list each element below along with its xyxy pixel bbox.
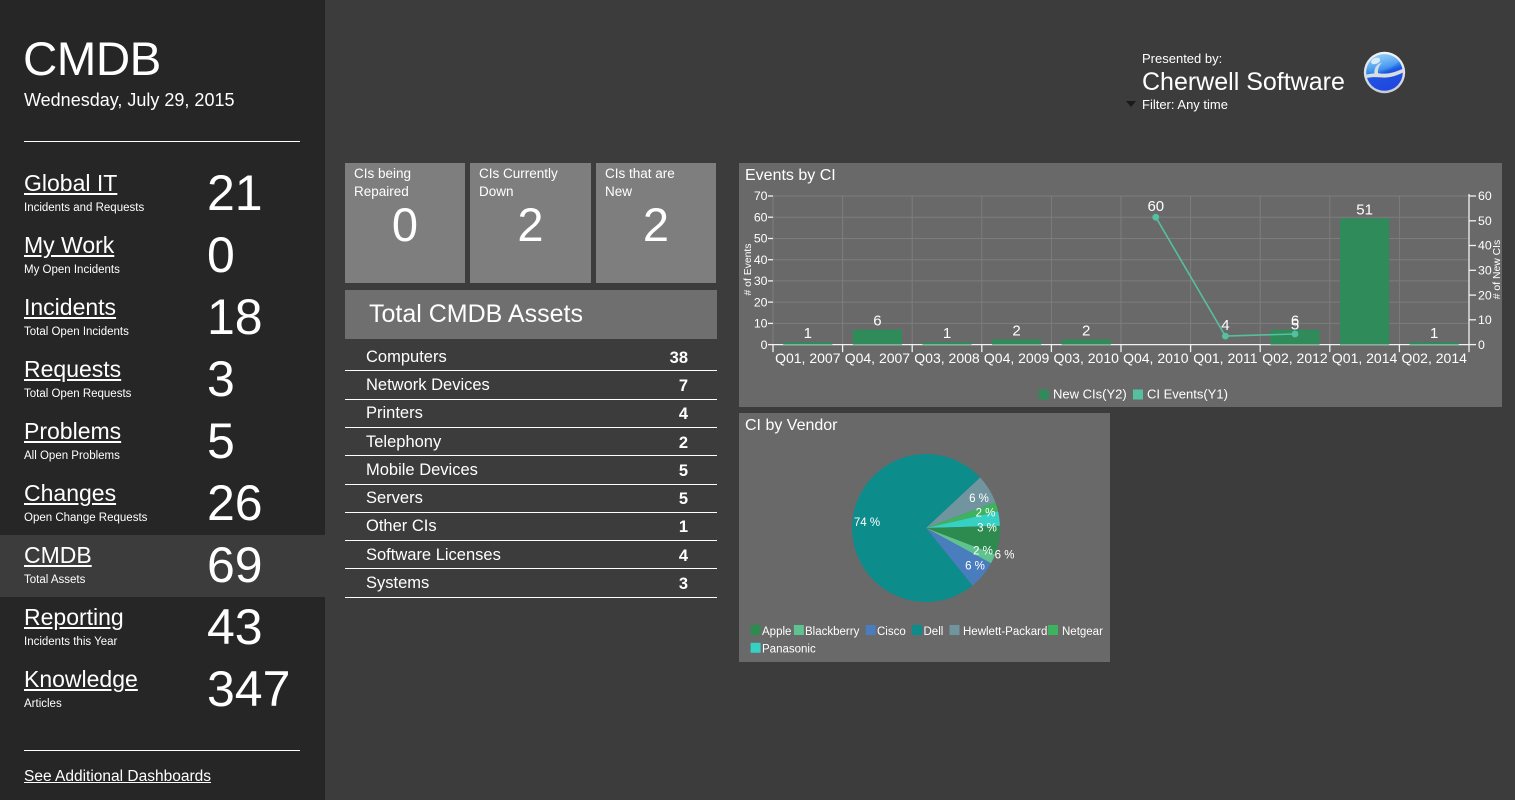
- svg-text:0: 0: [761, 338, 768, 352]
- svg-text:Apple: Apple: [762, 626, 791, 638]
- svg-text:Panasonic: Panasonic: [762, 644, 816, 656]
- svg-text:Q04, 2009: Q04, 2009: [984, 350, 1050, 366]
- svg-text:1: 1: [804, 325, 812, 342]
- svg-text:2: 2: [1082, 323, 1090, 340]
- svg-text:6: 6: [1291, 313, 1299, 330]
- svg-text:Q01, 2007: Q01, 2007: [775, 350, 841, 366]
- svg-text:60: 60: [1147, 198, 1164, 215]
- svg-text:Dell: Dell: [924, 626, 944, 638]
- svg-text:Q04, 2007: Q04, 2007: [845, 350, 911, 366]
- svg-text:# of Events: # of Events: [743, 244, 754, 296]
- svg-text:Cisco: Cisco: [877, 626, 906, 638]
- svg-text:50: 50: [754, 232, 768, 246]
- svg-text:10: 10: [1478, 313, 1492, 327]
- svg-text:6 %: 6 %: [969, 493, 989, 505]
- svg-text:20: 20: [1478, 288, 1492, 302]
- svg-text:30: 30: [754, 274, 768, 288]
- svg-text:4: 4: [1221, 317, 1229, 334]
- svg-text:CI Events(Y1): CI Events(Y1): [1147, 387, 1228, 402]
- svg-text:2 %: 2 %: [976, 508, 996, 520]
- svg-text:Q01, 2011: Q01, 2011: [1193, 350, 1258, 366]
- svg-text:Netgear: Netgear: [1062, 626, 1103, 638]
- svg-text:6 %: 6 %: [965, 561, 985, 573]
- svg-text:Q04, 2010: Q04, 2010: [1123, 350, 1189, 366]
- svg-text:10: 10: [754, 317, 768, 331]
- svg-text:74 %: 74 %: [854, 517, 880, 529]
- svg-text:1: 1: [1430, 325, 1438, 342]
- svg-text:5: 5: [1291, 317, 1299, 334]
- svg-text:3 %: 3 %: [977, 523, 997, 535]
- svg-text:60: 60: [754, 210, 768, 224]
- svg-text:Q02, 2014: Q02, 2014: [1402, 350, 1468, 366]
- svg-text:20: 20: [754, 295, 768, 309]
- svg-text:70: 70: [754, 189, 768, 203]
- svg-text:New CIs(Y2): New CIs(Y2): [1053, 387, 1127, 402]
- svg-text:1: 1: [943, 325, 951, 342]
- svg-text:2: 2: [1012, 323, 1020, 340]
- svg-text:Q02, 2012: Q02, 2012: [1262, 350, 1328, 366]
- svg-text:# of New CIs: # of New CIs: [1492, 240, 1502, 299]
- svg-text:Blackberry: Blackberry: [805, 626, 860, 638]
- svg-text:Q03, 2008: Q03, 2008: [914, 350, 980, 366]
- svg-text:Q03, 2010: Q03, 2010: [1054, 350, 1120, 366]
- svg-text:Hewlett-Packard: Hewlett-Packard: [963, 626, 1047, 638]
- svg-text:0: 0: [1478, 338, 1485, 352]
- svg-text:50: 50: [1478, 214, 1492, 228]
- svg-text:6 %: 6 %: [995, 550, 1015, 562]
- svg-text:40: 40: [1478, 239, 1492, 253]
- svg-text:60: 60: [1478, 189, 1492, 203]
- svg-text:Q01, 2014: Q01, 2014: [1332, 350, 1398, 366]
- svg-text:40: 40: [754, 253, 768, 267]
- svg-text:2 %: 2 %: [973, 546, 993, 558]
- svg-text:51: 51: [1356, 201, 1373, 218]
- svg-text:30: 30: [1478, 264, 1492, 278]
- svg-text:6: 6: [873, 313, 881, 330]
